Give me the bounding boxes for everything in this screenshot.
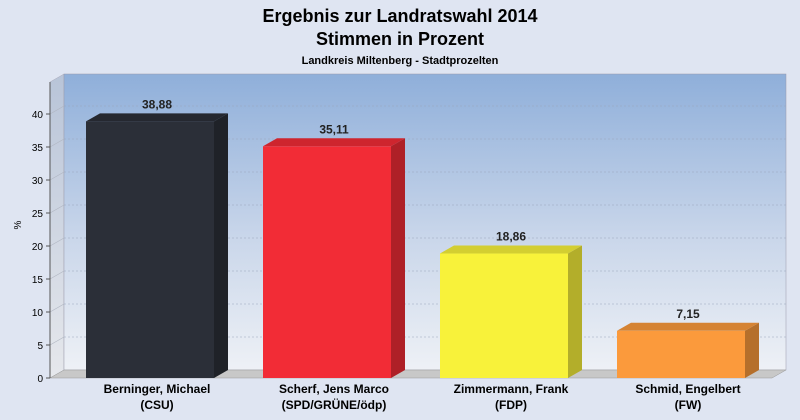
gridline-wall	[49, 336, 65, 346]
bar: 18,86	[440, 230, 582, 378]
bar-front	[617, 330, 745, 378]
gridline-wall	[49, 171, 65, 181]
y-axis-label: %	[13, 220, 24, 229]
data-label: 35,11	[319, 122, 349, 136]
bar-side	[745, 322, 759, 378]
data-label: 38,88	[142, 97, 172, 111]
bar-front	[263, 146, 391, 378]
bar-top	[86, 113, 228, 122]
x-tick-label: Berninger, Michael	[104, 382, 211, 396]
y-tick-label: 30	[32, 176, 44, 187]
y-tick-label: 0	[37, 374, 43, 385]
bar-front	[440, 253, 568, 378]
y-tick-label: 15	[32, 275, 44, 286]
bars: 38,88 35,11 18,86 7,15	[86, 97, 759, 378]
chart-subtitle: Landkreis Miltenberg - Stadtprozelten	[302, 55, 499, 67]
bar-top	[617, 322, 759, 331]
x-tick-label-party: (CSU)	[140, 398, 173, 412]
gridline-wall	[49, 237, 65, 247]
gridline-wall	[49, 204, 65, 214]
x-tick-label: Scherf, Jens Marco	[279, 382, 389, 396]
bar: 35,11	[263, 122, 405, 378]
bar: 7,15	[617, 307, 759, 378]
bar-side	[214, 113, 228, 378]
y-tick-label: 20	[32, 242, 44, 253]
x-tick-label: Zimmermann, Frank	[454, 382, 569, 396]
bar-top	[440, 245, 582, 254]
x-axis-labels: Berninger, Michael (CSU) Scherf, Jens Marc…	[104, 382, 741, 412]
y-tick-label: 40	[32, 110, 44, 121]
gridline-wall	[49, 270, 65, 280]
bar-front	[86, 121, 214, 378]
gridline-wall	[49, 138, 65, 148]
data-label: 7,15	[676, 307, 700, 321]
x-tick-label: Schmid, Engelbert	[635, 382, 740, 396]
y-tick-label: 5	[37, 341, 43, 352]
x-tick-label-party: (FW)	[675, 398, 702, 412]
plot-left-wall	[49, 73, 65, 379]
x-tick-label-party: (SPD/GRÜNE/ödp)	[282, 397, 387, 412]
chart-title: Ergebnis zur Landratswahl 2014	[262, 6, 537, 26]
bar-side	[568, 245, 582, 378]
y-tick-label: 35	[32, 143, 44, 154]
gridline-wall	[49, 105, 65, 115]
bar: 38,88	[86, 97, 228, 378]
x-tick-label-party: (FDP)	[495, 398, 527, 412]
bar-top	[263, 138, 405, 147]
data-label: 18,86	[496, 230, 526, 244]
y-tick-label: 25	[32, 209, 44, 220]
bar-side	[391, 138, 405, 378]
y-tick-label: 10	[32, 308, 44, 319]
y-axis-ticks: 0 5 10 15 20 25 30 35 40	[32, 110, 50, 385]
gridline-wall	[49, 303, 65, 313]
chart-title-line2: Stimmen in Prozent	[316, 29, 484, 49]
